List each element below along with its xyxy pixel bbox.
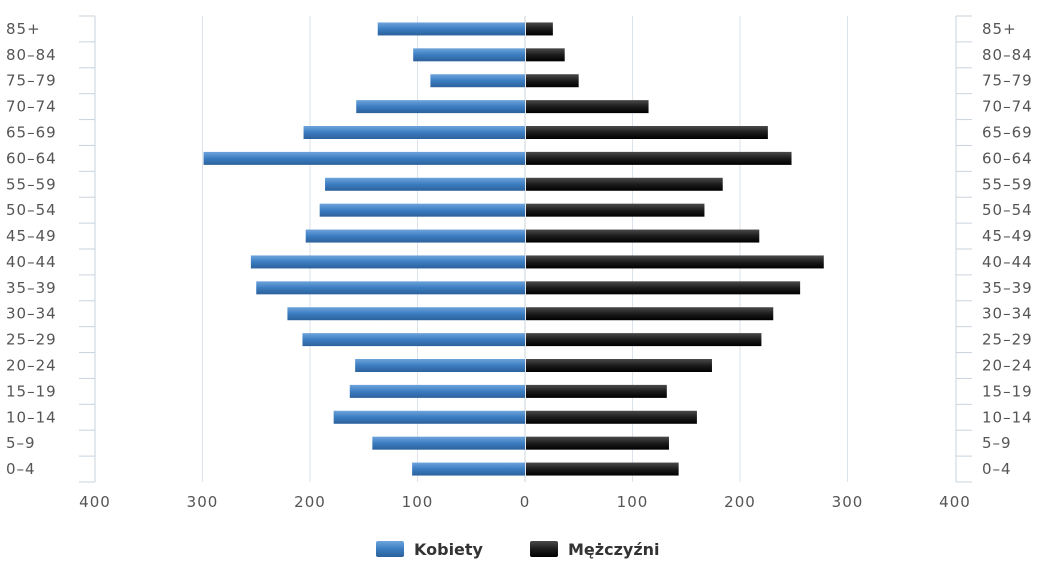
bar-mezczyzni <box>526 100 649 114</box>
age-label-left: 55–59 <box>6 175 57 193</box>
bar-kobiety <box>203 151 525 165</box>
bar-kobiety <box>302 333 525 347</box>
age-label-left: 30–34 <box>6 305 57 323</box>
bar-kobiety <box>356 100 525 114</box>
x-tick-label: 100 <box>402 493 434 511</box>
x-tick-label: 300 <box>832 493 864 511</box>
bar-mezczyzni <box>526 126 768 139</box>
bar-kobiety <box>430 74 525 88</box>
bar-kobiety <box>355 359 525 372</box>
bar-kobiety <box>349 384 525 398</box>
age-label-right: 55–59 <box>982 175 1033 193</box>
bar-kobiety <box>377 22 525 36</box>
age-label-right: 85+ <box>982 20 1017 38</box>
bar-mezczyzni <box>526 74 579 88</box>
bar-kobiety <box>303 126 525 139</box>
age-label-right: 0–4 <box>982 460 1012 478</box>
age-label-right: 65–69 <box>982 124 1033 142</box>
axes <box>79 15 972 483</box>
bar-mezczyzni <box>526 22 553 36</box>
age-label-left: 20–24 <box>6 357 57 375</box>
age-label-right: 50–54 <box>982 201 1033 219</box>
legend: Kobiety Mężczyźni <box>376 540 660 559</box>
age-label-left: 65–69 <box>6 124 57 142</box>
age-label-left: 85+ <box>6 20 41 38</box>
legend-label-mezczyzni: Mężczyźni <box>568 540 660 559</box>
legend-label-kobiety: Kobiety <box>414 540 484 559</box>
bar-kobiety <box>250 255 525 269</box>
x-axis-labels: 400 300 200 100 0 100 200 300 400 <box>79 493 971 511</box>
x-tick-label: 0 <box>520 493 531 511</box>
x-tick-label: 200 <box>294 493 326 511</box>
age-label-right: 30–34 <box>982 305 1033 323</box>
age-label-left: 15–19 <box>6 382 57 400</box>
age-label-right: 25–29 <box>982 331 1033 349</box>
x-tick-label: 400 <box>939 493 971 511</box>
bar-kobiety <box>333 410 525 424</box>
age-label-right: 15–19 <box>982 382 1033 400</box>
age-label-left: 75–79 <box>6 72 57 90</box>
age-label-left: 70–74 <box>6 98 57 116</box>
bar-mezczyzni <box>526 462 679 476</box>
bar-kobiety <box>256 281 525 295</box>
age-label-left: 60–64 <box>6 149 57 167</box>
bar-kobiety <box>372 436 525 450</box>
bar-mezczyzni <box>526 177 723 191</box>
bar-kobiety <box>319 203 525 217</box>
age-label-left: 5–9 <box>6 434 36 452</box>
age-label-right: 80–84 <box>982 46 1033 64</box>
bar-mezczyzni <box>526 151 792 165</box>
age-label-left: 50–54 <box>6 201 57 219</box>
legend-swatch-kobiety <box>376 541 404 557</box>
bars <box>203 22 824 476</box>
age-label-right: 60–64 <box>982 149 1033 167</box>
age-label-left: 45–49 <box>6 227 57 245</box>
age-label-left: 25–29 <box>6 331 57 349</box>
age-label-left: 0–4 <box>6 460 36 478</box>
bar-kobiety <box>412 462 525 476</box>
x-tick-label: 400 <box>79 493 111 511</box>
age-label-left: 80–84 <box>6 46 57 64</box>
age-label-right: 70–74 <box>982 98 1033 116</box>
bar-mezczyzni <box>526 255 824 269</box>
bar-kobiety <box>287 307 525 321</box>
bar-mezczyzni <box>526 307 774 321</box>
age-label-left: 40–44 <box>6 253 57 271</box>
x-tick-label: 200 <box>724 493 756 511</box>
age-label-right: 10–14 <box>982 408 1033 426</box>
age-label-right: 40–44 <box>982 253 1033 271</box>
bar-mezczyzni <box>526 410 697 424</box>
legend-swatch-mezczyzni <box>530 541 558 557</box>
grid-lines <box>202 16 848 482</box>
age-label-right: 45–49 <box>982 227 1033 245</box>
x-tick-label: 100 <box>617 493 649 511</box>
bar-mezczyzni <box>526 281 801 295</box>
bar-mezczyzni <box>526 203 705 217</box>
age-label-right: 20–24 <box>982 357 1033 375</box>
bar-mezczyzni <box>526 48 565 62</box>
age-label-left: 35–39 <box>6 279 57 297</box>
bar-mezczyzni <box>526 359 712 372</box>
age-label-right: 75–79 <box>982 72 1033 90</box>
bar-mezczyzni <box>526 229 760 243</box>
age-label-right: 35–39 <box>982 279 1033 297</box>
age-label-left: 10–14 <box>6 408 57 426</box>
age-label-right: 5–9 <box>982 434 1012 452</box>
bar-kobiety <box>305 229 525 243</box>
x-tick-label: 300 <box>187 493 219 511</box>
y-axis-labels: 0–4 0–4 5–9 5–9 10–14 10–14 15–19 15–19 20–24 20–… <box>6 20 1033 478</box>
bar-kobiety <box>325 177 525 191</box>
bar-kobiety <box>413 48 525 62</box>
bar-mezczyzni <box>526 384 667 398</box>
bar-mezczyzni <box>526 333 762 347</box>
bar-mezczyzni <box>526 436 669 450</box>
